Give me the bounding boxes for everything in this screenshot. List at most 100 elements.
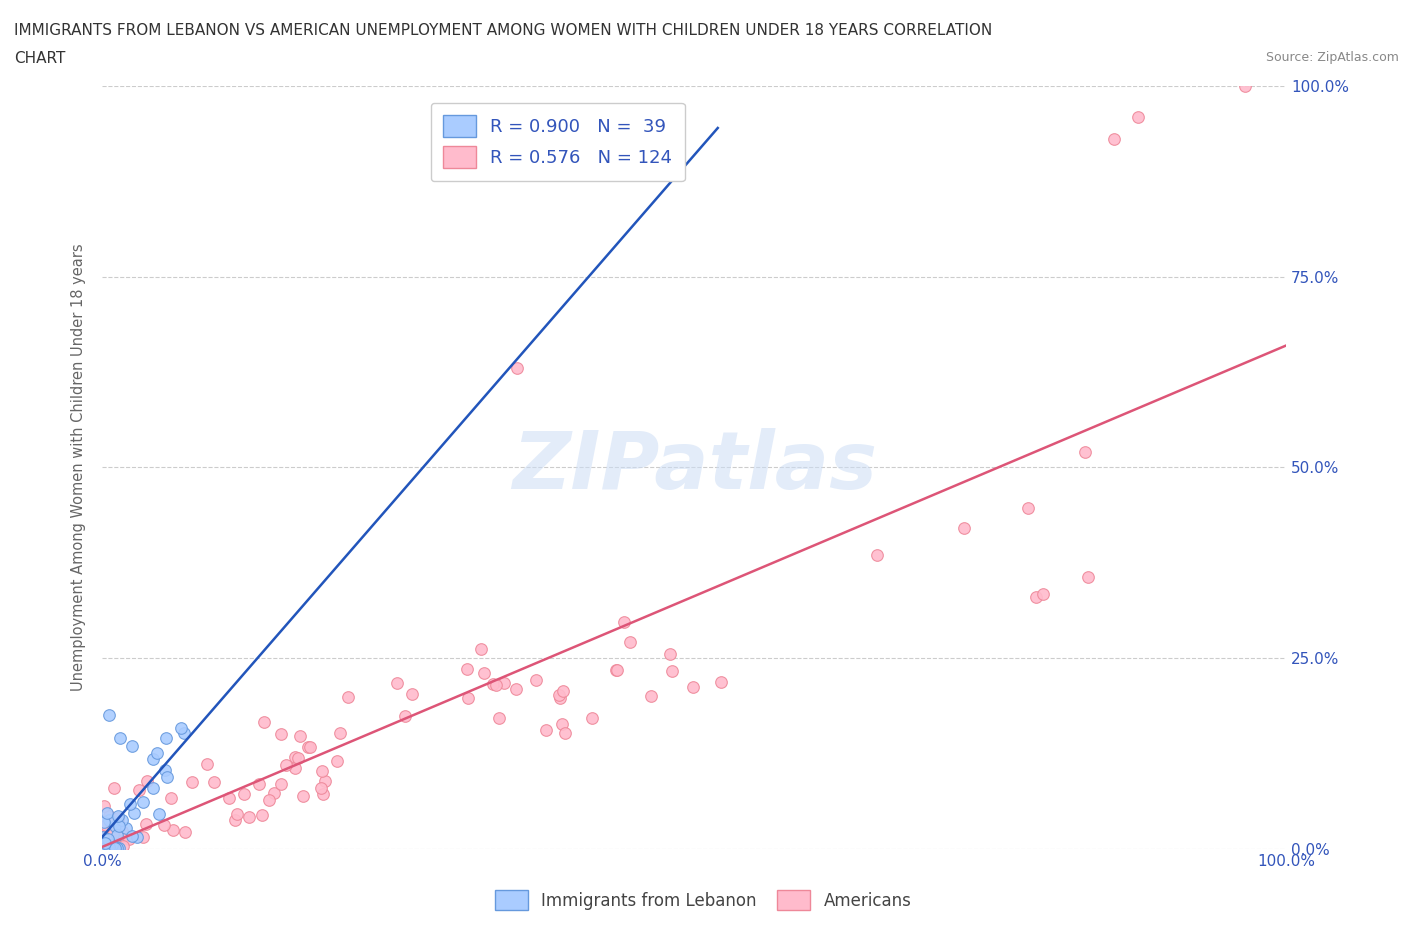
Point xyxy=(103,818,125,833)
Point xyxy=(96,817,118,832)
Point xyxy=(457,691,479,706)
Point xyxy=(170,721,193,736)
Point xyxy=(155,770,177,785)
Point xyxy=(314,774,336,789)
Point xyxy=(96,825,118,840)
Point xyxy=(105,841,128,856)
Point xyxy=(101,838,124,853)
Point xyxy=(606,663,628,678)
Point xyxy=(494,676,516,691)
Point xyxy=(96,805,118,820)
Point xyxy=(108,731,131,746)
Point xyxy=(202,775,225,790)
Point xyxy=(263,786,285,801)
Point xyxy=(276,758,298,773)
Point xyxy=(287,751,309,765)
Point xyxy=(292,789,315,804)
Point xyxy=(472,665,495,680)
Point xyxy=(103,826,125,841)
Point xyxy=(98,708,121,723)
Point xyxy=(94,835,117,850)
Point xyxy=(226,806,249,821)
Text: CHART: CHART xyxy=(14,51,66,66)
Point xyxy=(1073,445,1095,459)
Point xyxy=(104,841,127,856)
Point xyxy=(93,839,115,854)
Point xyxy=(115,820,138,835)
Point xyxy=(97,812,120,827)
Point xyxy=(93,839,115,854)
Point xyxy=(605,662,627,677)
Point xyxy=(553,684,575,698)
Point xyxy=(952,520,974,535)
Point xyxy=(93,841,115,856)
Point xyxy=(148,806,170,821)
Point xyxy=(554,725,576,740)
Point xyxy=(1126,109,1149,124)
Point xyxy=(394,709,416,724)
Point xyxy=(485,677,508,692)
Point xyxy=(298,739,321,754)
Point xyxy=(108,818,131,833)
Point xyxy=(505,682,527,697)
Point xyxy=(284,750,307,764)
Point xyxy=(132,795,155,810)
Point xyxy=(247,777,270,791)
Point xyxy=(581,711,603,725)
Point xyxy=(155,731,177,746)
Point xyxy=(309,780,332,795)
Point xyxy=(96,839,118,854)
Point xyxy=(103,781,125,796)
Point xyxy=(107,838,129,853)
Point xyxy=(97,826,120,841)
Point xyxy=(550,716,572,731)
Point xyxy=(257,792,280,807)
Point xyxy=(233,787,256,802)
Point xyxy=(93,799,115,814)
Point xyxy=(142,751,165,766)
Point xyxy=(534,723,557,737)
Point xyxy=(619,634,641,649)
Point xyxy=(153,817,176,832)
Point xyxy=(142,780,165,795)
Point xyxy=(98,840,121,855)
Point xyxy=(311,787,333,802)
Point xyxy=(131,830,153,845)
Legend: R = 0.900   N =  39, R = 0.576   N = 124: R = 0.900 N = 39, R = 0.576 N = 124 xyxy=(430,102,685,181)
Point xyxy=(661,663,683,678)
Point xyxy=(105,832,128,847)
Point xyxy=(682,680,704,695)
Legend: Immigrants from Lebanon, Americans: Immigrants from Lebanon, Americans xyxy=(488,884,918,917)
Text: Source: ZipAtlas.com: Source: ZipAtlas.com xyxy=(1265,51,1399,64)
Point xyxy=(105,820,128,835)
Point xyxy=(1104,132,1126,147)
Point xyxy=(270,777,292,791)
Point xyxy=(329,725,352,740)
Point xyxy=(101,838,124,853)
Point xyxy=(107,811,129,826)
Point xyxy=(253,714,276,729)
Point xyxy=(105,838,128,853)
Point xyxy=(136,774,159,789)
Point xyxy=(524,672,547,687)
Point xyxy=(159,790,181,805)
Point xyxy=(153,763,176,777)
Point xyxy=(105,821,128,836)
Point xyxy=(98,830,121,844)
Point xyxy=(173,725,195,740)
Point xyxy=(100,816,122,830)
Point xyxy=(1017,500,1039,515)
Point xyxy=(107,808,129,823)
Point xyxy=(111,838,134,853)
Point xyxy=(173,824,195,839)
Point xyxy=(121,738,143,753)
Point xyxy=(659,646,682,661)
Point xyxy=(118,831,141,846)
Point xyxy=(548,691,571,706)
Point xyxy=(1025,589,1047,604)
Point xyxy=(94,841,117,856)
Point xyxy=(105,830,128,845)
Point xyxy=(865,548,887,563)
Point xyxy=(710,674,733,689)
Point xyxy=(1032,586,1054,601)
